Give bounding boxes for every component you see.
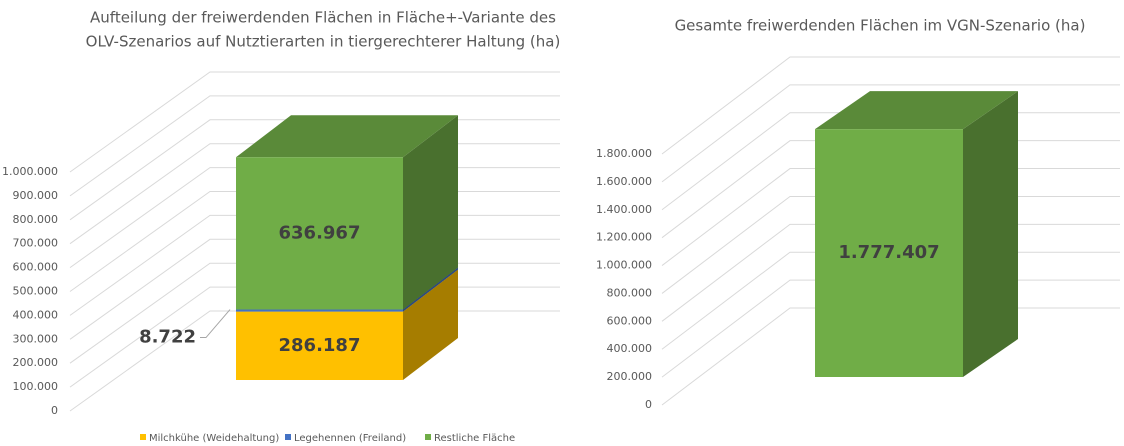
chart-title: Gesamte freiwerdenden Flächen im VGN-Sze… bbox=[675, 17, 1086, 35]
leader-line bbox=[200, 309, 231, 339]
y-tick-label: 1.200.000 bbox=[596, 231, 652, 244]
legend-label: Legehennen (Freiland) bbox=[294, 433, 406, 444]
grid-line bbox=[661, 56, 1120, 155]
y-tick-label: 400.000 bbox=[607, 342, 653, 355]
bar bbox=[236, 157, 403, 310]
y-tick-label: 400.000 bbox=[13, 308, 59, 321]
data-label: 1.777.407 bbox=[838, 242, 939, 263]
y-tick-label: 200.000 bbox=[13, 356, 59, 369]
bar bbox=[815, 129, 963, 377]
y-tick-label: 800.000 bbox=[13, 213, 59, 226]
grid-line bbox=[69, 95, 560, 197]
bar-top bbox=[236, 115, 458, 158]
y-tick-label: 100.000 bbox=[13, 380, 59, 393]
legend-swatch bbox=[285, 434, 291, 440]
y-tick-label: 0 bbox=[51, 404, 58, 417]
y-tick-label: 800.000 bbox=[607, 286, 653, 299]
legend-label: Restliche Fläche bbox=[434, 433, 515, 444]
chart-title: OLV-Szenarios auf Nutztierarten in tierg… bbox=[86, 33, 561, 51]
legend-swatch bbox=[425, 434, 431, 440]
bar bbox=[236, 309, 403, 312]
y-tick-label: 1.400.000 bbox=[596, 203, 652, 216]
data-label: 286.187 bbox=[279, 335, 361, 356]
y-tick-label: 1.800.000 bbox=[596, 147, 652, 160]
chart-title: Aufteilung der freiwerdenden Flächen in … bbox=[90, 9, 556, 27]
y-tick-label: 900.000 bbox=[13, 189, 59, 202]
bar-side bbox=[963, 91, 1018, 378]
bar-side bbox=[403, 269, 458, 380]
legend-swatch bbox=[140, 434, 146, 440]
data-label: 8.722 bbox=[139, 327, 196, 348]
bar-top bbox=[815, 91, 1018, 130]
y-tick-label: 600.000 bbox=[13, 261, 59, 274]
data-label: 636.967 bbox=[279, 222, 361, 243]
y-tick-label: 600.000 bbox=[607, 314, 653, 327]
grid-line bbox=[661, 84, 1120, 183]
bar-side bbox=[403, 115, 458, 310]
grid-line bbox=[69, 71, 560, 173]
y-tick-label: 1.000.000 bbox=[2, 165, 58, 178]
y-tick-label: 700.000 bbox=[13, 237, 59, 250]
bar-side bbox=[403, 267, 458, 312]
bar bbox=[236, 311, 403, 380]
y-tick-label: 200.000 bbox=[607, 370, 653, 383]
y-tick-label: 1.000.000 bbox=[596, 259, 652, 272]
legend-label: Milchkühe (Weidehaltung) bbox=[149, 433, 279, 444]
y-tick-label: 500.000 bbox=[13, 285, 59, 298]
y-tick-label: 0 bbox=[645, 398, 652, 411]
y-tick-label: 300.000 bbox=[13, 332, 59, 345]
y-tick-label: 1.600.000 bbox=[596, 175, 652, 188]
